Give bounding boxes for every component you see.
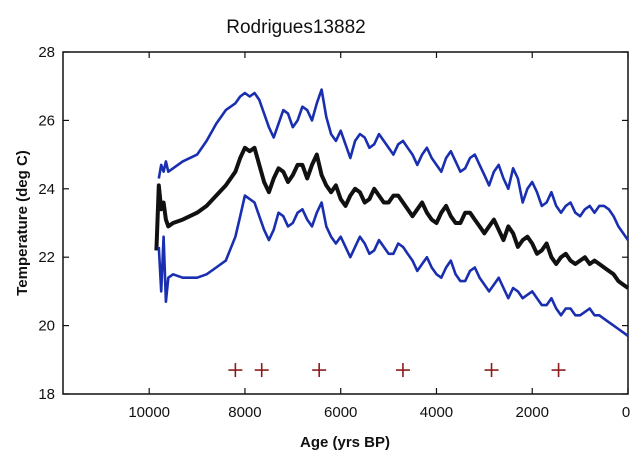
series-upper-bound-line [157, 88, 630, 241]
plus-marker [312, 363, 327, 378]
x-tick-label: 6000 [324, 404, 357, 421]
y-tick-label: 20 [38, 318, 55, 335]
chart-title: Rodrigues13882 [226, 17, 365, 38]
y-axis-label: Temperature (deg C) [14, 150, 31, 296]
markers-group [228, 363, 566, 378]
plus-marker [551, 363, 566, 378]
plus-marker [254, 363, 269, 378]
x-tick-label: 4000 [420, 404, 453, 421]
axis-ticks: 10000 8000 6000 4000 2000 0 18 20 22 24 26 28 [38, 44, 630, 421]
series-mean-line [154, 145, 630, 290]
x-tick-label: 8000 [228, 404, 261, 421]
x-tick-label: 0 [622, 404, 630, 421]
y-tick-label: 24 [38, 181, 55, 198]
plus-marker [484, 363, 499, 378]
y-tick-label: 28 [38, 44, 55, 61]
series-lower-bound-line [157, 194, 629, 337]
plot-area-frame [62, 51, 629, 395]
series-group [154, 88, 630, 337]
y-tick-label: 26 [38, 112, 55, 129]
y-tick-label: 22 [38, 249, 55, 266]
plus-marker [395, 363, 410, 378]
y-tick-label: 18 [38, 386, 55, 403]
plus-marker [228, 363, 243, 378]
x-axis-label: Age (yrs BP) [300, 434, 390, 451]
x-tick-label: 2000 [516, 404, 549, 421]
x-tick-label: 10000 [128, 404, 170, 421]
